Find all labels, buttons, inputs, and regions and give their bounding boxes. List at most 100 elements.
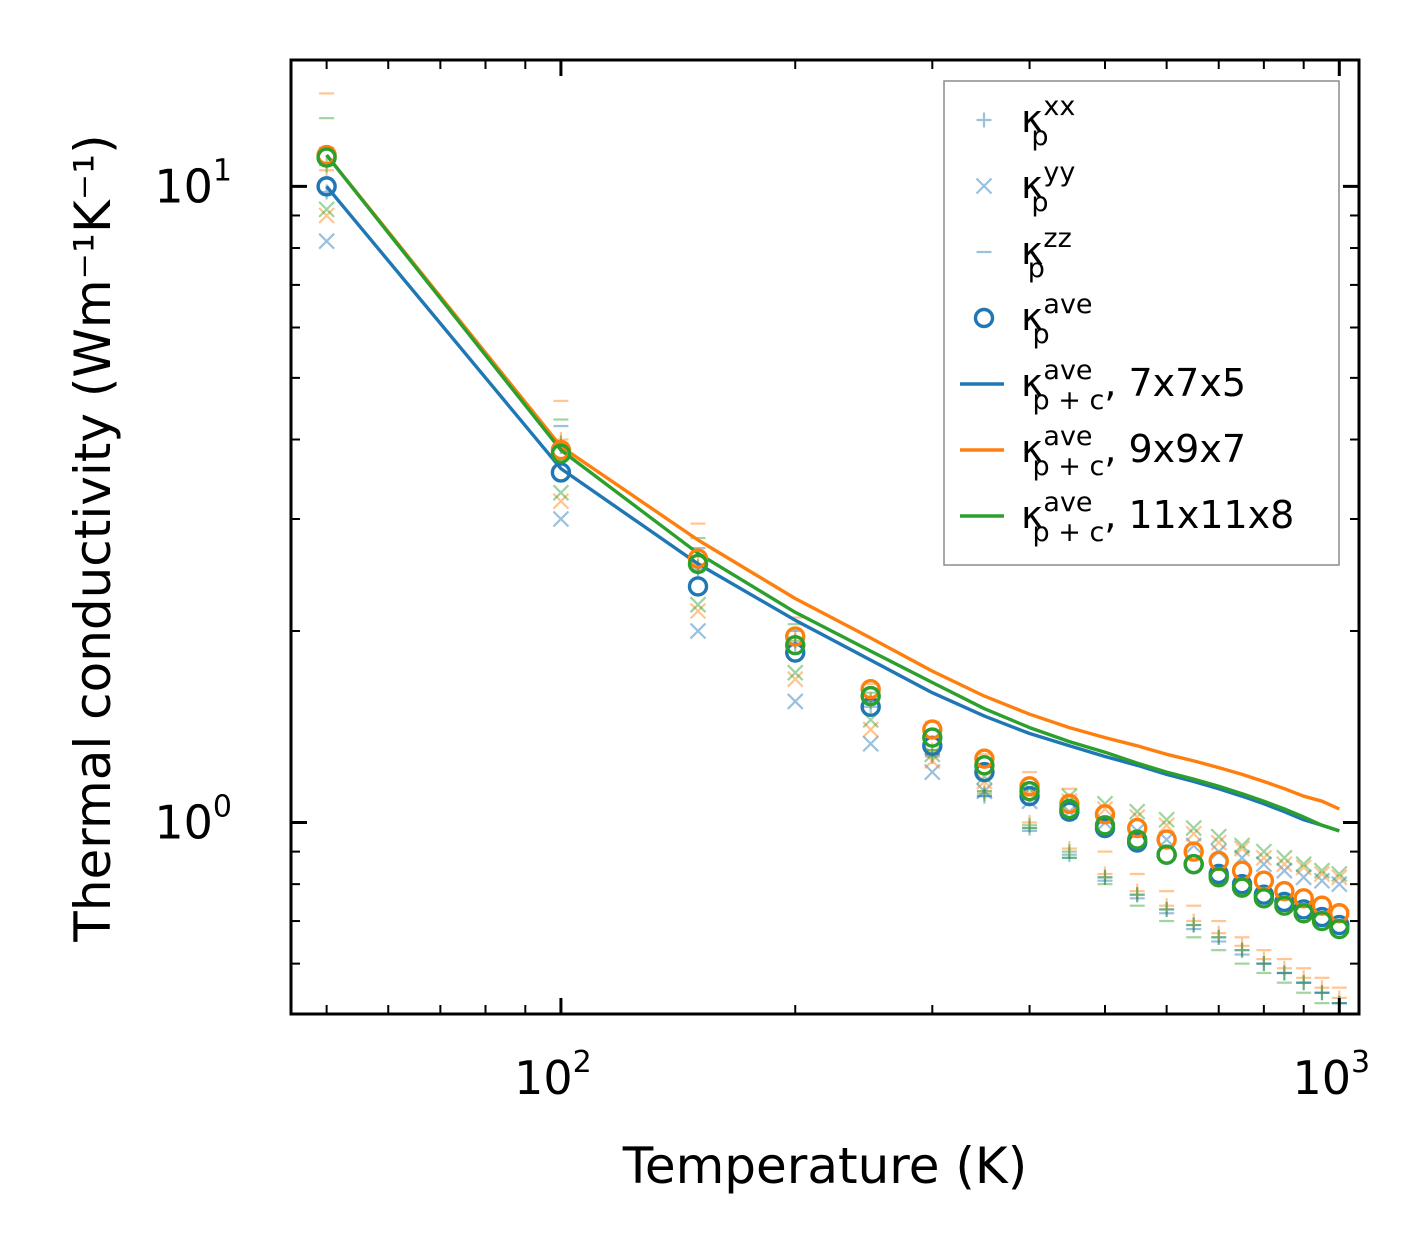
y-axis-title: Thermal conductivity (Wm⁻¹K⁻¹) (64, 134, 122, 942)
point-k_xx-11x11x8-400 (1022, 817, 1038, 833)
point-k_yy-9x9x7-750 (1233, 840, 1251, 857)
legend-label-3: κave p (1021, 289, 1093, 350)
point-k_xx-9x9x7-850 (1276, 960, 1292, 976)
point-k_xx-7x7x5-450 (1061, 847, 1077, 863)
point-k_yy-11x11x8-800 (1255, 843, 1273, 860)
point-k_xx-9x9x7-700 (1211, 925, 1227, 941)
point-k_yy-11x11x8-850 (1276, 849, 1293, 867)
legend-label-1: κyy p (1021, 157, 1075, 218)
legend-entry-0: κxx p (976, 91, 1075, 152)
point-k_yy-7x7x5-650 (1185, 837, 1202, 854)
point-k_yy-9x9x7-250 (862, 721, 879, 738)
point-k_xx-9x9x7-950 (1314, 980, 1330, 996)
legend-label-sup-0: xx (1043, 91, 1075, 122)
y-tick-label-exp-1: 1 (213, 153, 232, 188)
point-k_ave-9x9x7-600 (1156, 829, 1177, 850)
point-k_xx-11x11x8-750 (1234, 942, 1250, 958)
x-tick-label-0: 102 (514, 1045, 592, 1105)
legend-label-sub-6: p + c (1033, 517, 1105, 548)
legend-label-sub-0: p (1031, 121, 1048, 152)
legend-label-4: κave p + c, 7x7x5 (1021, 355, 1246, 416)
point-k_xx-9x9x7-600 (1159, 898, 1175, 914)
x-tick-label-1: 103 (1292, 1045, 1370, 1105)
point-k_xx-9x9x7-800 (1256, 951, 1272, 967)
point-k_yy-11x11x8-550 (1128, 803, 1146, 820)
point-k_xx-7x7x5-950 (1314, 985, 1330, 1001)
point-k_xx-11x11x8-450 (1061, 844, 1077, 860)
point-k_yy-9x9x7-850 (1276, 855, 1293, 873)
point-k_yy-7x7x5-50 (318, 232, 335, 250)
point-k_yy-11x11x8-100 (552, 484, 570, 501)
point-k_ave-11x11x8-900 (1293, 903, 1314, 924)
point-k_xx-11x11x8-700 (1211, 929, 1227, 945)
x-axis-title: Temperature (K) (622, 1137, 1027, 1195)
x-tick-label-exp-1: 3 (1351, 1045, 1370, 1080)
point-k_ave-11x11x8-250 (860, 685, 881, 707)
point-k_yy-7x7x5-850 (1276, 862, 1293, 879)
legend-marker-1 (975, 177, 993, 195)
point-k_xx-11x11x8-800 (1256, 956, 1272, 972)
point-k_ave-11x11x8-800 (1253, 888, 1275, 909)
legend-label-2: κzz p (1021, 223, 1072, 284)
legend-label-6: κave p + c, 11x11x8 (1021, 487, 1294, 548)
point-k_yy-7x7x5-200 (786, 693, 804, 710)
point-k_ave-9x9x7-900 (1293, 888, 1314, 909)
point-k_xx-7x7x5-600 (1159, 901, 1175, 917)
series-k_ave-11x11x8 (316, 147, 1350, 940)
point-k_ave-7x7x5-350 (974, 761, 995, 783)
point-k_yy-11x11x8-700 (1210, 828, 1228, 845)
legend-label-sub-2: p (1028, 253, 1045, 284)
legend-label-sub-1: p (1031, 187, 1048, 218)
legend-label-base-1: κ (1021, 163, 1043, 207)
legend-label-sup-3: ave (1043, 289, 1092, 320)
line-p-plus-c-11x11x8 (325, 154, 1340, 833)
point-k_xx-11x11x8-500 (1097, 869, 1113, 885)
legend-label-base-6: κ (1021, 493, 1043, 537)
point-k_yy-7x7x5-300 (924, 763, 941, 781)
point-k_yy-7x7x5-350 (976, 782, 993, 800)
point-k_xx-9x9x7-550 (1129, 883, 1145, 899)
point-k_ave-11x11x8-700 (1208, 867, 1229, 888)
point-k_yy-11x11x8-150 (689, 596, 707, 613)
point-k_yy-9x9x7-200 (786, 670, 804, 688)
point-k_xx-7x7x5-300 (924, 748, 940, 764)
point-k_yy-7x7x5-800 (1255, 855, 1273, 873)
point-k_yy-7x7x5-150 (689, 622, 707, 640)
point-k_ave-9x9x7-650 (1183, 841, 1204, 862)
point-k_ave-11x11x8-500 (1094, 815, 1116, 836)
point-k_yy-9x9x7-950 (1313, 865, 1331, 883)
legend-label-0: κxx p (1021, 91, 1075, 152)
legend-entry-4: κave p + c, 7x7x5 (960, 355, 1246, 416)
point-k_yy-9x9x7-1000 (1331, 869, 1348, 886)
point-k_xx-9x9x7-400 (1022, 815, 1038, 831)
legend-label-base-2: κ (1021, 229, 1043, 273)
point-k_xx-9x9x7-500 (1097, 866, 1113, 882)
point-k_ave-9x9x7-300 (922, 719, 943, 740)
point-k_xx-7x7x5-700 (1211, 929, 1227, 945)
legend-label-sub-5: p + c (1033, 451, 1105, 482)
point-k_yy-7x7x5-100 (552, 510, 570, 528)
point-k_xx-11x11x8-350 (976, 786, 992, 802)
legend-entry-5: κave p + c, 9x9x7 (960, 421, 1246, 482)
point-k_ave-11x11x8-150 (687, 553, 709, 575)
point-k_xx-7x7x5-900 (1296, 975, 1312, 991)
point-k_yy-11x11x8-200 (786, 664, 804, 681)
point-k_xx-11x11x8-650 (1186, 917, 1202, 933)
point-k_ave-9x9x7-200 (785, 626, 806, 647)
point-k_xx-9x9x7-350 (976, 783, 992, 799)
point-k_ave-11x11x8-600 (1156, 844, 1177, 865)
y-tick-label-exp-0: 0 (213, 790, 232, 825)
legend-marker-0 (976, 112, 992, 128)
point-k_ave-11x11x8-450 (1059, 798, 1080, 820)
point-k_xx-7x7x5-350 (976, 788, 992, 804)
series-k_zz-9x9x7 (319, 92, 1347, 989)
point-k_ave-11x11x8-100 (550, 443, 572, 464)
point-k_xx-9x9x7-450 (1061, 841, 1077, 857)
legend-entry-6: κave p + c, 11x11x8 (960, 487, 1294, 548)
legend-label-5: κave p + c, 9x9x7 (1021, 421, 1246, 482)
point-k_ave-11x11x8-1000 (1329, 918, 1350, 940)
point-k_yy-9x9x7-150 (689, 602, 707, 620)
